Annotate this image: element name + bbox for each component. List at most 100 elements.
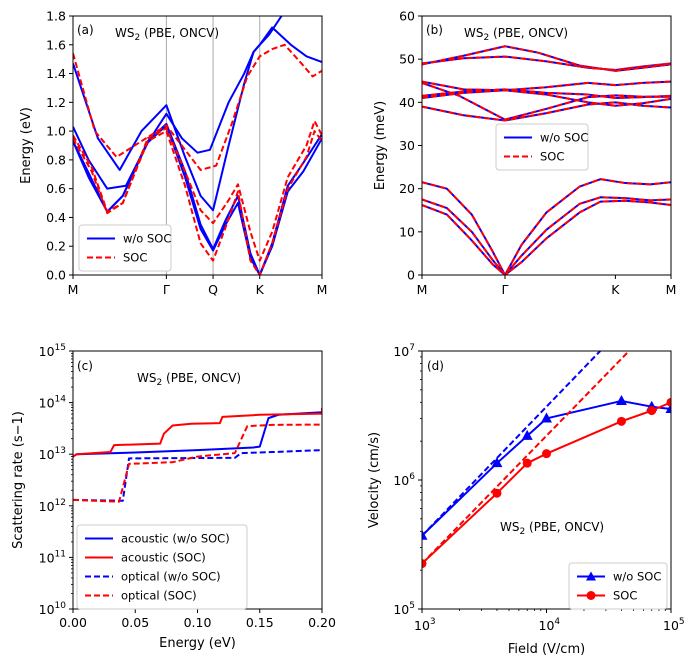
data-marker-circle	[492, 488, 502, 498]
y-tick-label: 1.2	[46, 95, 66, 110]
phonon-line	[422, 101, 671, 122]
legend-label: w/o SOC	[123, 232, 171, 246]
rate-line	[73, 449, 322, 502]
low-field-line	[422, 351, 601, 537]
tick-base: 10	[393, 473, 409, 488]
legend-label: optical (w/o SOC)	[121, 570, 221, 584]
band-line	[73, 43, 322, 171]
annotation-subscript: 2	[134, 33, 140, 43]
rate-line	[73, 408, 322, 458]
data-marker-circle	[522, 458, 532, 468]
data-marker-circle	[542, 449, 551, 459]
y-tick-label: 0.4	[46, 210, 66, 225]
x-tick-label: M	[666, 282, 677, 297]
tick-base: 10	[393, 344, 409, 359]
tick-exponent: 11	[55, 549, 66, 559]
y-tick-label: 107	[393, 343, 415, 359]
tick-base: 10	[414, 618, 430, 633]
x-tick-label: 104	[539, 617, 561, 633]
tick-base: 10	[39, 447, 55, 462]
y-tick-label: 40	[399, 95, 415, 110]
y-tick-label: 1.4	[46, 66, 66, 81]
tick-exponent: 7	[409, 343, 415, 353]
data-marker-triangle	[491, 457, 503, 468]
x-tick-label: 0.10	[184, 615, 212, 630]
annotation: WS2 (PBE, ONCV)	[115, 26, 219, 43]
annotation-part: (PBE, ONCV)	[525, 520, 604, 534]
tick-exponent: 15	[55, 343, 66, 353]
plot-frame	[72, 15, 323, 276]
phonon-line-soc	[422, 178, 671, 275]
plot-frame	[421, 15, 672, 276]
annotation-part: (PBE, ONCV)	[489, 26, 568, 40]
x-tick-label: Q	[208, 282, 218, 297]
y-tick-label: 1014	[39, 395, 67, 411]
band-line	[73, 26, 322, 212]
low-field-line	[422, 351, 630, 565]
data-marker-triangle	[422, 529, 428, 540]
tick-base: 10	[39, 602, 55, 617]
legend-marker	[586, 591, 596, 600]
tick-base: 10	[393, 602, 409, 617]
tick-exponent: 5	[409, 601, 415, 611]
tick-exponent: 10	[55, 601, 67, 611]
plot-frame	[421, 350, 672, 610]
y-tick-label: 0.8	[46, 152, 66, 167]
phonon-line-soc	[422, 88, 671, 100]
y-tick-label: 1015	[39, 343, 66, 359]
tick-exponent: 3	[430, 617, 436, 627]
legend-label: SOC	[123, 251, 147, 265]
tick-base: 10	[39, 550, 55, 565]
annotation: WS2 (PBE, ONCV)	[464, 26, 568, 43]
phonon-line-soc	[422, 55, 671, 71]
phonon-line-soc	[422, 45, 671, 72]
legend-box	[495, 123, 589, 171]
tick-base: 10	[39, 396, 55, 411]
tick-exponent: 6	[409, 472, 415, 482]
panel-a: M Γ Q K M0.00.20.40.60.81.01.21.41.61.8(a) WS…	[19, 9, 327, 298]
data-marker-circle	[647, 406, 657, 416]
data-marker-circle	[666, 397, 671, 407]
y-tick-label: 1013	[39, 446, 66, 462]
y-tick-label: 50	[399, 52, 415, 67]
panel-label: (b)	[426, 23, 443, 37]
y-tick-label: 105	[393, 601, 415, 617]
y-axis-label: Energy (meV)	[373, 101, 388, 190]
legend-box	[78, 224, 172, 272]
x-tick-label: 103	[414, 617, 436, 633]
y-tick-label: 106	[393, 472, 415, 488]
x-tick-label: M	[417, 282, 428, 297]
annotation: WS2 (PBE, ONCV)	[500, 520, 604, 537]
panel-c: 0.00 0.05 0.10 0.15 0.2010101011101210131014…	[11, 343, 336, 651]
y-tick-label: 1.8	[46, 9, 66, 24]
y-tick-label: 30	[399, 138, 415, 153]
phonon-line-soc	[422, 196, 671, 275]
band-line	[73, 16, 283, 190]
x-tick-label: 105	[663, 617, 685, 633]
phonon-line	[422, 196, 671, 275]
data-marker-triangle	[541, 412, 552, 423]
velocity-line	[422, 401, 671, 565]
y-axis-label: Scattering rate (s−1)	[11, 411, 26, 549]
phonon-line-soc	[422, 89, 671, 107]
x-tick-label: 0.05	[121, 615, 149, 630]
panel-label: (a)	[77, 23, 94, 37]
x-tick-label: K	[256, 282, 265, 297]
x-tick-label: 0.00	[59, 615, 87, 630]
tick-base: 10	[663, 618, 679, 633]
annotation-subscript: 2	[519, 527, 525, 537]
tick-exponent: 12	[55, 498, 66, 508]
annotation-part: (PBE, ONCV)	[140, 26, 219, 40]
annotation-part: WS	[137, 371, 156, 385]
annotation: WS2 (PBE, ONCV)	[137, 371, 241, 388]
annotation-part: WS	[500, 520, 519, 534]
data-marker-triangle	[521, 429, 533, 440]
tick-base: 10	[39, 499, 55, 514]
tick-base: 10	[539, 618, 555, 633]
annotation-subscript: 2	[483, 33, 489, 43]
y-axis-label: Velocity (cm/s)	[367, 432, 382, 528]
y-tick-label: 0.0	[46, 268, 66, 283]
legend-box	[76, 524, 248, 610]
